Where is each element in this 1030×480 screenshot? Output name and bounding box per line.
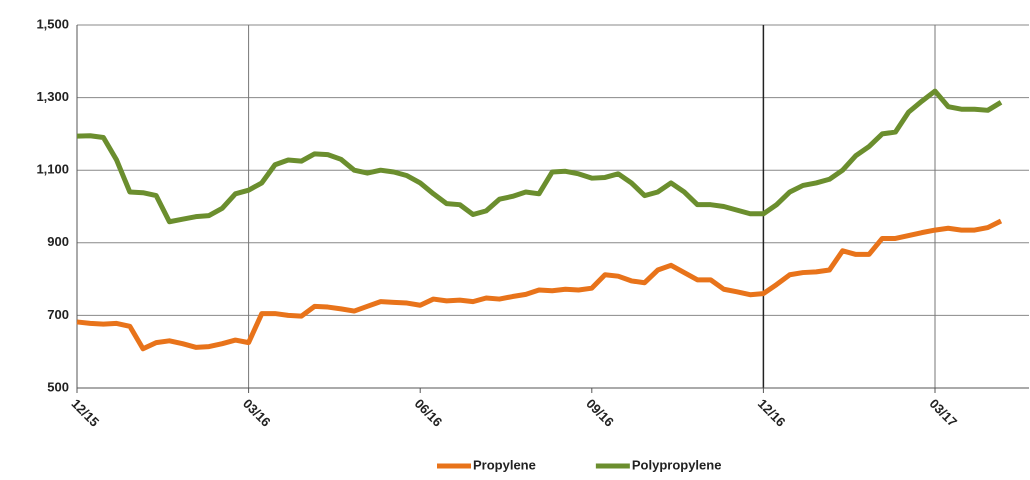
- y-tick-label: 1,500: [36, 16, 69, 31]
- x-tick-label: 03/16: [240, 396, 274, 430]
- series-line: [76, 88, 1003, 225]
- y-tick-label: 500: [47, 379, 69, 394]
- series-line: [76, 218, 1003, 352]
- y-tick-label: 700: [47, 307, 69, 322]
- y-tick-label: 1,300: [36, 89, 69, 104]
- x-tick-label: 12/16: [755, 396, 789, 430]
- y-tick-label: 1,100: [36, 162, 69, 177]
- x-tick-label: 03/17: [926, 396, 960, 430]
- x-tick-label: 12/15: [68, 396, 102, 430]
- y-tick-label: 900: [47, 234, 69, 249]
- legend-label: Polypropylene: [632, 457, 722, 472]
- x-tick-label: 06/16: [412, 396, 446, 430]
- x-tick-label: 09/16: [583, 396, 617, 430]
- legend-label: Propylene: [473, 457, 536, 472]
